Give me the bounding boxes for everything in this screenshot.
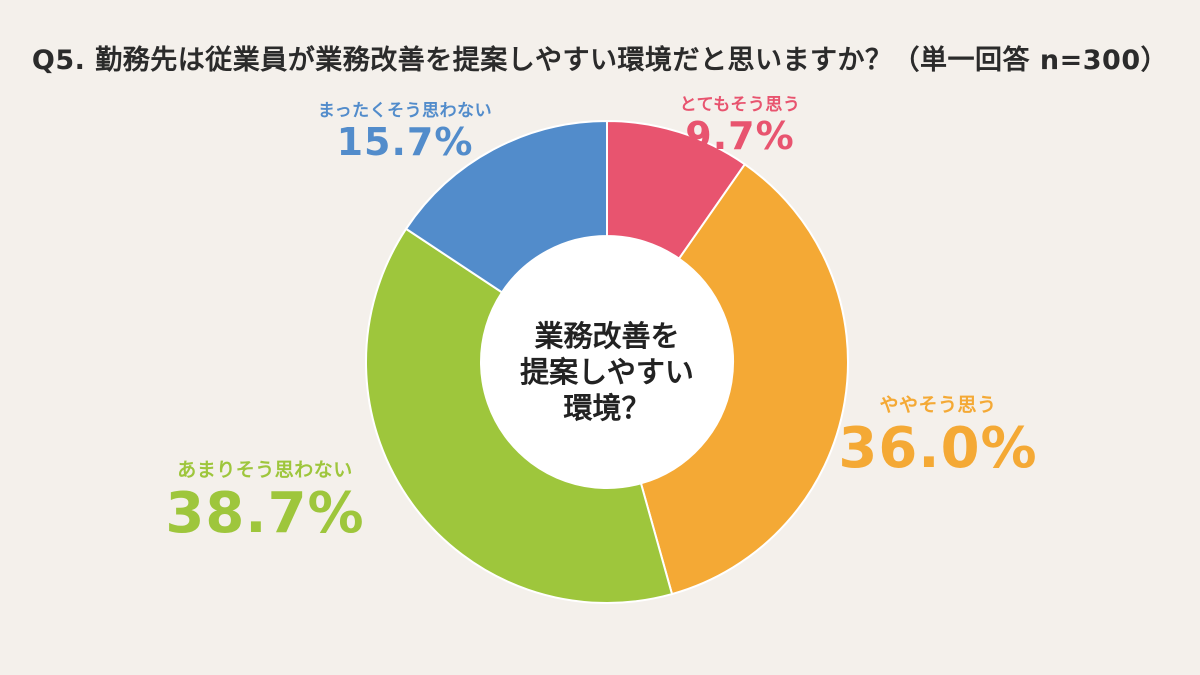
- slice-value-text: 36.0%: [838, 416, 1038, 481]
- center-text-line-1: 業務改善を: [534, 319, 680, 353]
- center-text-line-3: 環境？: [563, 391, 651, 425]
- donut-hole: [481, 236, 733, 488]
- center-text-line-2: 提案しやすい: [520, 355, 694, 389]
- donut-center-text: 業務改善を 提案しやすい 環境？: [487, 318, 727, 426]
- slice-label-text: まったくそう思わない: [317, 101, 493, 121]
- slice-value-text: 9.7%: [685, 114, 795, 158]
- slice-label-text: あまりそう思わない: [177, 459, 353, 481]
- slice-label-very-agree: とてもそう思う 9.7%: [660, 90, 820, 157]
- slice-value-text: 15.7%: [336, 120, 474, 164]
- chart-title: Q5. 勤務先は従業員が業務改善を提案しやすい環境だと思いますか？（単一回答 n…: [31, 45, 1169, 76]
- slice-label-text: ややそう思う: [879, 394, 997, 416]
- slice-label-text: とてもそう思う: [679, 95, 801, 115]
- slice-label-not-at-all: まったくそう思わない 15.7%: [300, 96, 510, 163]
- slice-value-text: 38.7%: [165, 481, 365, 546]
- slice-label-somewhat-agree: ややそう思う 36.0%: [838, 390, 1038, 481]
- slice-label-somewhat-disagree: あまりそう思わない 38.7%: [140, 455, 390, 546]
